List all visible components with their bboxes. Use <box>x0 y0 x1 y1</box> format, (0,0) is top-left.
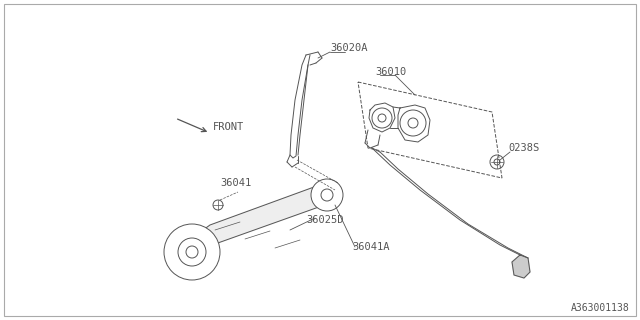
Text: 36041: 36041 <box>220 178 252 188</box>
Text: A363001138: A363001138 <box>572 303 630 313</box>
Text: 36020A: 36020A <box>330 43 367 53</box>
Circle shape <box>178 238 206 266</box>
Circle shape <box>164 224 220 280</box>
Polygon shape <box>512 255 530 278</box>
Text: 36010: 36010 <box>375 67 406 77</box>
Polygon shape <box>180 183 342 260</box>
Text: 0238S: 0238S <box>508 143 540 153</box>
Circle shape <box>311 179 343 211</box>
Text: 36025D: 36025D <box>306 215 344 225</box>
Text: FRONT: FRONT <box>213 122 244 132</box>
Text: 36041A: 36041A <box>352 242 390 252</box>
